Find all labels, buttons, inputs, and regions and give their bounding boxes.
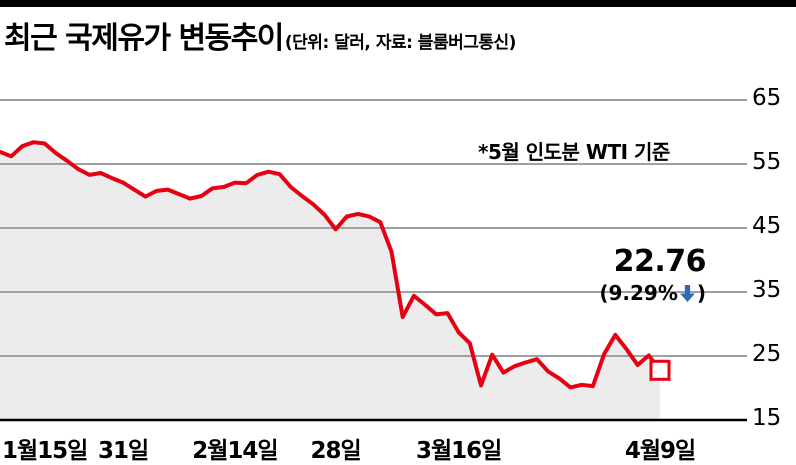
y-axis-label: 35 [752,277,782,303]
down-arrow-icon [679,284,695,302]
y-axis-label: 65 [752,85,782,111]
chart-subtitle: (단위: 달러, 자료: 블룸버그통신) [284,33,517,53]
x-axis-label: 4월9일 [624,438,696,464]
change-label: (9.29% ) [599,281,706,305]
last-value-callout: 22.76 (9.29% ) [544,244,706,305]
y-axis-label: 15 [752,405,782,431]
chart-title: 최근 국제유가 변동추이 [4,21,284,56]
x-axis-label: 28일 [310,438,361,464]
x-axis-label: 1월15일 [2,438,88,464]
chart-header: 최근 국제유가 변동추이 (단위: 달러, 자료: 블룸버그통신) [4,13,516,57]
y-axis-label: 45 [752,213,782,239]
y-axis-label: 55 [752,149,782,175]
change-text: (9.29% [599,281,678,305]
price-line [0,140,662,390]
top-accent-bar [0,0,796,7]
x-axis-label: 3월16일 [415,438,502,464]
x-axis-label: 31일 [97,438,149,464]
price-area-fill [0,142,660,420]
chart-annotation: *5월 인도분 WTI 기준 [478,140,670,164]
x-axis-label: 2월14일 [192,438,278,464]
change-close-paren: ) [696,281,706,305]
end-marker [649,359,671,381]
y-axis-label: 25 [752,341,782,367]
last-value-label: 22.76 [613,244,707,279]
